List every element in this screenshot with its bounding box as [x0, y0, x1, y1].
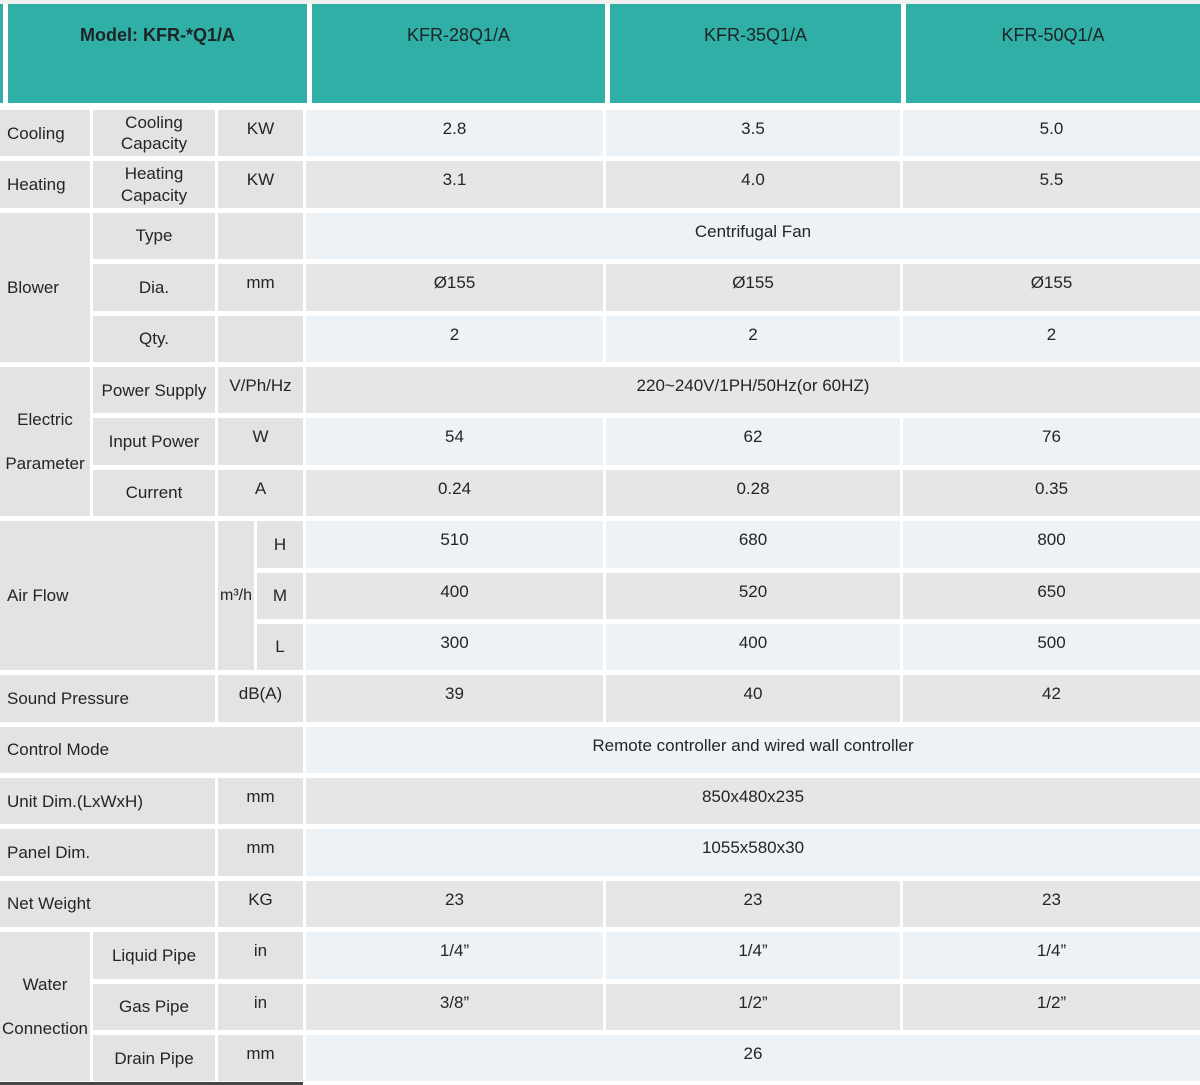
- value-cell: 4.0: [606, 161, 900, 208]
- value-cell: 40: [606, 675, 900, 722]
- label-control-mode: Control Mode: [0, 726, 303, 774]
- value-cell: 54: [306, 418, 603, 465]
- value-cell: 62: [606, 418, 900, 465]
- span-value-unit-dim: 850x480x235: [306, 778, 1200, 825]
- group-cooling: Cooling: [0, 110, 90, 157]
- span-value-panel-dim: 1055x580x30: [306, 829, 1200, 876]
- value-cell: 520: [606, 572, 900, 619]
- span-value-drain-pipe: 26: [306, 1035, 1200, 1082]
- value-cell: 1/4”: [903, 932, 1200, 979]
- group-air-flow: Air Flow: [0, 521, 215, 671]
- unit-cell-empty: [218, 212, 303, 260]
- value-cell: 650: [903, 572, 1200, 619]
- value-cell: 800: [903, 521, 1200, 568]
- value-cell: 400: [306, 572, 603, 619]
- unit-cell: V/Ph/Hz: [218, 366, 303, 414]
- unit-cell: mm: [218, 1035, 303, 1082]
- value-cell: 0.28: [606, 469, 900, 517]
- label-dia: Dia.: [93, 264, 215, 311]
- unit-cell: KG: [218, 880, 303, 928]
- value-cell: 1/2”: [903, 983, 1200, 1031]
- label-airflow-high: H: [257, 521, 303, 568]
- value-cell: 23: [306, 880, 603, 928]
- span-value-power-supply: 220~240V/1PH/50Hz(or 60HZ): [306, 366, 1200, 414]
- value-cell: 510: [306, 521, 603, 568]
- value-cell: 0.35: [903, 469, 1200, 517]
- bottom-border-bar: [0, 1082, 303, 1085]
- value-cell: 3.1: [306, 161, 603, 208]
- unit-cell: mm: [218, 829, 303, 876]
- value-cell: 500: [903, 623, 1200, 671]
- unit-cell-empty: [218, 315, 303, 362]
- header-left-sliver: [0, 4, 3, 103]
- header-column-kfr35: KFR-35Q1/A: [610, 4, 901, 103]
- group-blower: Blower: [0, 212, 90, 362]
- label-type: Type: [93, 212, 215, 260]
- table-header: Model: KFR-*Q1/A KFR-28Q1/A KFR-35Q1/A K…: [0, 4, 1200, 103]
- value-cell: 76: [903, 418, 1200, 465]
- value-cell: 5.0: [903, 110, 1200, 157]
- header-column-kfr28: KFR-28Q1/A: [312, 4, 605, 103]
- group-heating: Heating: [0, 161, 90, 208]
- header-column-kfr50: KFR-50Q1/A: [906, 4, 1200, 103]
- value-cell: 2.8: [306, 110, 603, 157]
- value-cell: 39: [306, 675, 603, 722]
- label-cooling-capacity: Cooling Capacity: [93, 110, 215, 157]
- label-airflow-medium: M: [257, 572, 303, 619]
- group-water-connection: Water Connection: [0, 932, 90, 1082]
- group-electric-parameter: Electric Parameter: [0, 366, 90, 517]
- spec-table-body: Cooling Cooling Capacity KW 2.8 3.5 5.0 …: [0, 110, 1200, 1082]
- top-margin-strip: [0, 0, 1200, 4]
- span-value-control-mode: Remote controller and wired wall control…: [306, 726, 1200, 774]
- span-value-fan-type: Centrifugal Fan: [306, 212, 1200, 260]
- value-cell: 1/4”: [306, 932, 603, 979]
- value-cell: 400: [606, 623, 900, 671]
- unit-cell: mm: [218, 778, 303, 825]
- value-cell: 680: [606, 521, 900, 568]
- label-airflow-low: L: [257, 623, 303, 671]
- value-cell: 3.5: [606, 110, 900, 157]
- value-cell: Ø155: [306, 264, 603, 311]
- unit-cell: mm: [218, 264, 303, 311]
- unit-cell: in: [218, 983, 303, 1031]
- label-drain-pipe: Drain Pipe: [93, 1035, 215, 1082]
- label-qty: Qty.: [93, 315, 215, 362]
- label-sound-pressure: Sound Pressure: [0, 675, 215, 722]
- unit-cell: KW: [218, 110, 303, 157]
- value-cell: Ø155: [606, 264, 900, 311]
- label-liquid-pipe: Liquid Pipe: [93, 932, 215, 979]
- value-cell: 2: [606, 315, 900, 362]
- unit-cell: W: [218, 418, 303, 465]
- value-cell: 2: [306, 315, 603, 362]
- value-cell: 23: [606, 880, 900, 928]
- value-cell: 23: [903, 880, 1200, 928]
- label-current: Current: [93, 469, 215, 517]
- unit-m3h: m³/h: [218, 521, 254, 671]
- value-cell: 1/4”: [606, 932, 900, 979]
- value-cell: 42: [903, 675, 1200, 722]
- value-cell: 300: [306, 623, 603, 671]
- label-panel-dim: Panel Dim.: [0, 829, 215, 876]
- label-power-supply: Power Supply: [93, 366, 215, 414]
- value-cell: 0.24: [306, 469, 603, 517]
- header-model-cell: Model: KFR-*Q1/A: [8, 4, 307, 103]
- label-unit-dim: Unit Dim.(LxWxH): [0, 778, 215, 825]
- unit-cell: dB(A): [218, 675, 303, 722]
- value-cell: 3/8”: [306, 983, 603, 1031]
- value-cell: 5.5: [903, 161, 1200, 208]
- label-input-power: Input Power: [93, 418, 215, 465]
- unit-cell: A: [218, 469, 303, 517]
- value-cell: 2: [903, 315, 1200, 362]
- unit-cell: in: [218, 932, 303, 979]
- label-heating-capacity: Heating Capacity: [93, 161, 215, 208]
- value-cell: Ø155: [903, 264, 1200, 311]
- value-cell: 1/2”: [606, 983, 900, 1031]
- label-net-weight: Net Weight: [0, 880, 215, 928]
- unit-cell: KW: [218, 161, 303, 208]
- label-gas-pipe: Gas Pipe: [93, 983, 215, 1031]
